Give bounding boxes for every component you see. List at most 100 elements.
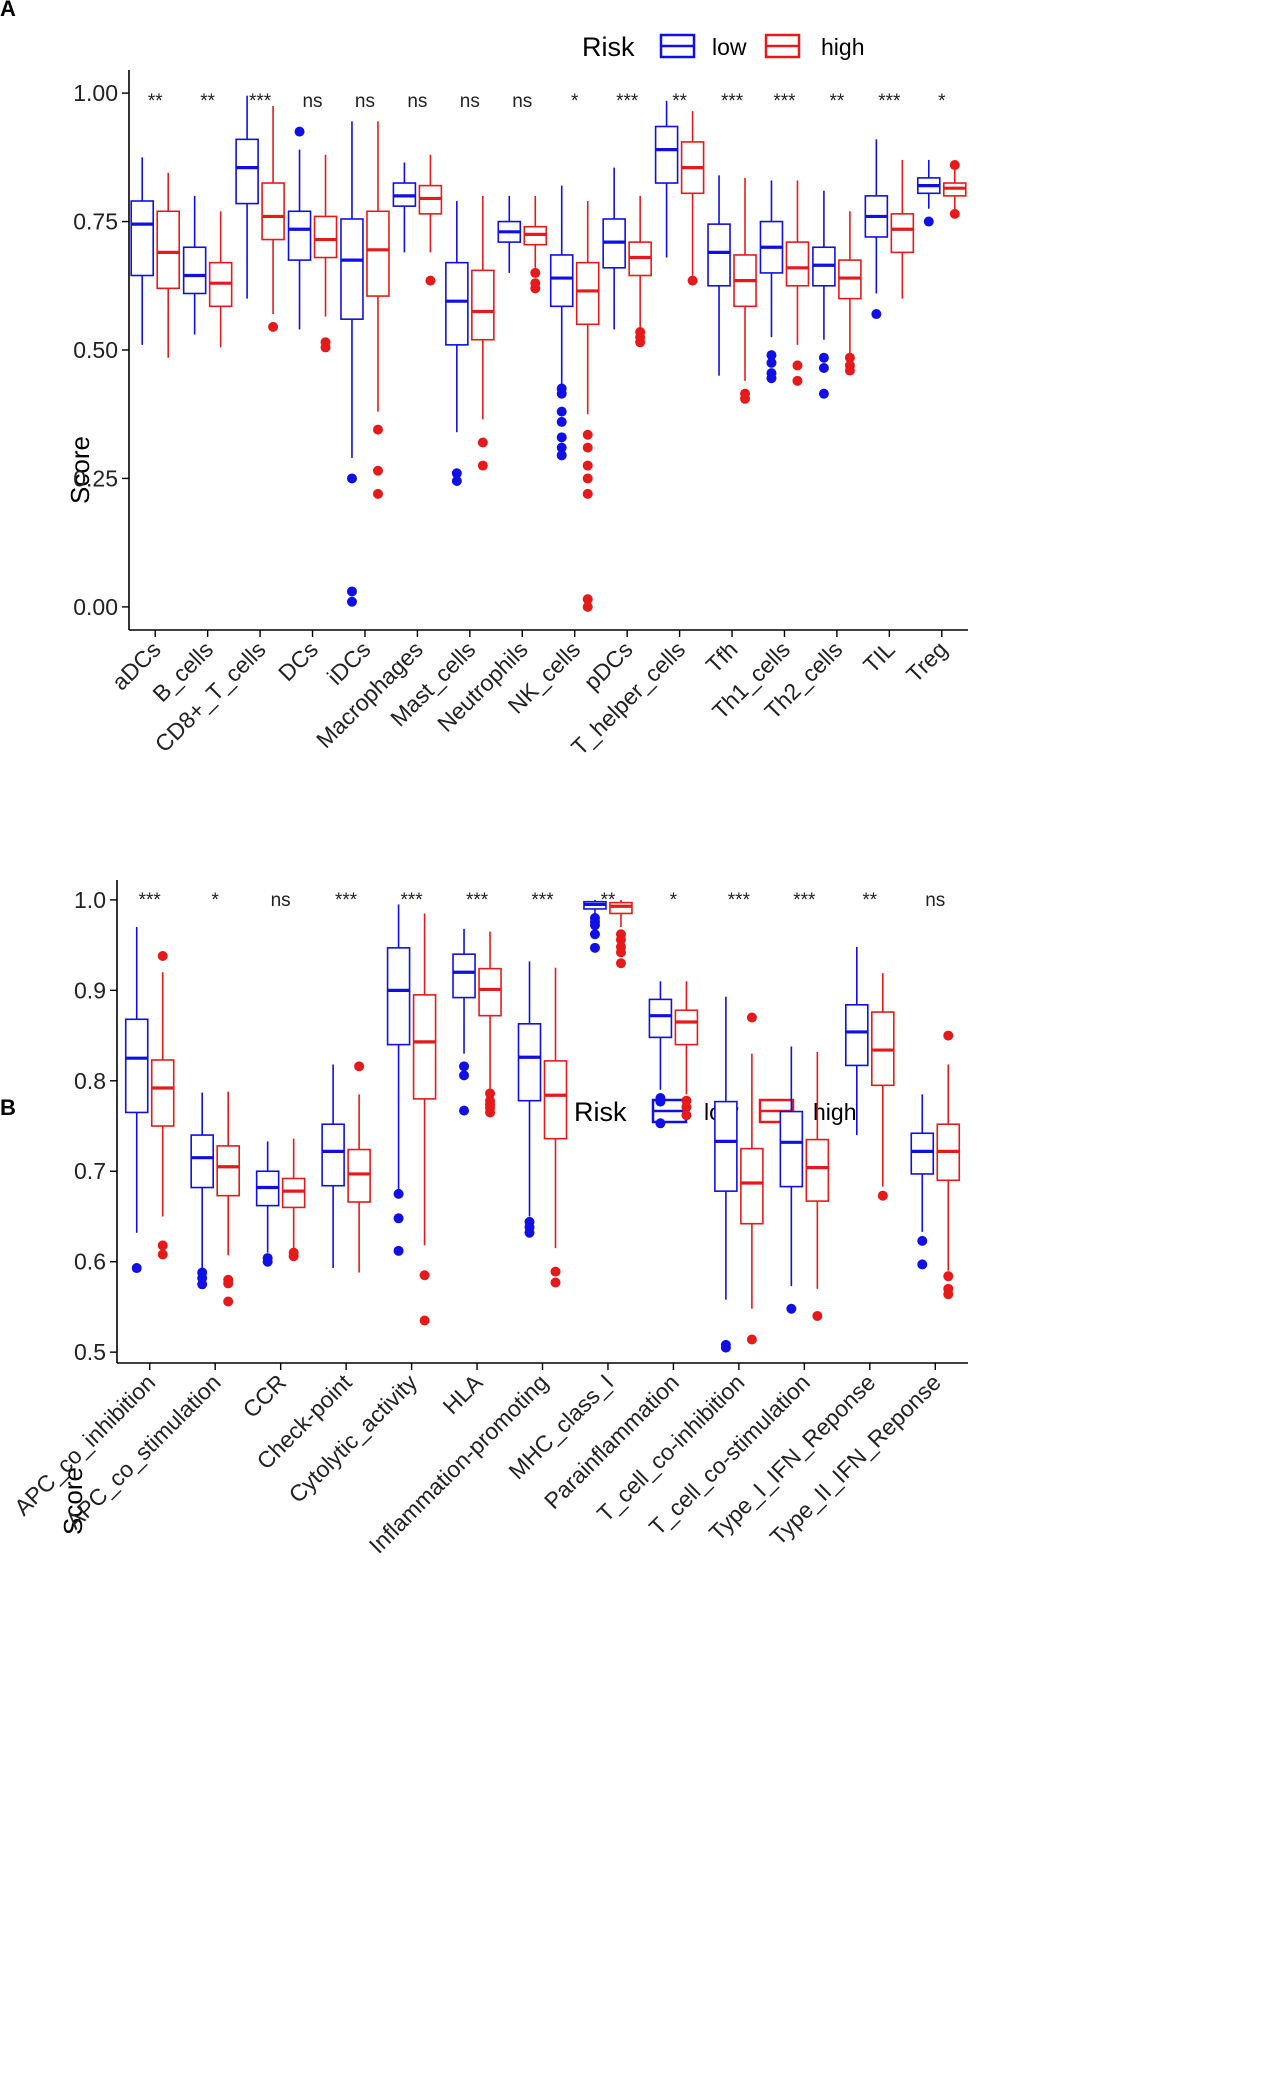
significance-label: *** <box>773 91 796 112</box>
outlier-high <box>844 352 855 363</box>
outlier-low <box>766 357 777 368</box>
box-low <box>845 1004 869 1067</box>
significance-label: ns <box>925 890 945 911</box>
outlier-low <box>923 216 934 227</box>
outlier-high <box>582 473 593 484</box>
box-high <box>150 1059 175 1127</box>
significance-label: *** <box>249 91 272 112</box>
outlier-high <box>485 1088 496 1099</box>
box-low <box>654 125 679 184</box>
box-low <box>190 1134 214 1189</box>
outlier-high <box>372 488 383 499</box>
box-high <box>281 1177 306 1209</box>
outlier-high <box>223 1278 234 1289</box>
outlier-low <box>818 352 829 363</box>
outlier-low <box>556 388 567 399</box>
box-high <box>156 210 181 290</box>
box-high <box>805 1138 830 1202</box>
outlier-high <box>582 460 593 471</box>
panel-a: A Risk low high Score 0.00 0.25 0.50 0.75 1.… <box>0 0 968 760</box>
outlier-high <box>949 208 960 219</box>
outlier-high <box>615 934 626 945</box>
outlier-high <box>223 1296 234 1307</box>
x-tick-label: TIL <box>858 636 900 678</box>
significance-label: ** <box>672 91 687 112</box>
legend-label-low: low <box>712 34 747 60</box>
outlier-high <box>582 429 593 440</box>
significance-label: *** <box>721 91 744 112</box>
y-tick-label: 1.00 <box>73 80 118 106</box>
outlier-high <box>943 1271 954 1282</box>
box-high <box>366 210 390 297</box>
plot-area: 0.50.60.70.80.91.0APC_co_inhibition***AP… <box>9 880 968 1558</box>
outlier-low <box>786 1303 797 1314</box>
outlier-high <box>582 594 593 605</box>
outlier-low <box>393 1245 404 1256</box>
box-low <box>340 218 364 320</box>
outlier-high <box>844 365 855 376</box>
significance-label: *** <box>878 91 901 112</box>
outlier-low <box>556 416 567 427</box>
box-high <box>609 901 633 915</box>
outlier-high <box>812 1310 823 1321</box>
legend-title: Risk <box>582 32 635 62</box>
outlier-high <box>615 958 626 969</box>
significance-label: ns <box>302 91 322 112</box>
outlier-high <box>268 321 279 332</box>
outlier-high <box>477 460 488 471</box>
significance-label: ns <box>407 91 427 112</box>
significance-label: ns <box>460 91 480 112</box>
box-high <box>471 269 495 341</box>
panel-label: A <box>0 0 16 21</box>
significance-label: *** <box>139 890 162 911</box>
outlier-low <box>459 1070 470 1081</box>
box-high <box>674 1009 699 1046</box>
outlier-high <box>419 1270 430 1281</box>
outlier-high <box>949 160 960 171</box>
outlier-low <box>818 362 829 373</box>
outlier-high <box>687 275 698 286</box>
outlier-low <box>393 1213 404 1224</box>
y-tick-label: 0.25 <box>73 465 118 491</box>
outlier-high <box>943 1030 954 1041</box>
significance-label: ns <box>355 91 375 112</box>
y-tick-label: 0.5 <box>74 1339 106 1365</box>
outlier-low <box>766 373 777 384</box>
outlier-high <box>615 947 626 958</box>
outlier-high <box>792 360 803 371</box>
outlier-high <box>320 342 331 353</box>
y-tick-label: 0.6 <box>74 1249 106 1275</box>
box-low <box>714 1100 738 1192</box>
significance-label: ns <box>271 890 291 911</box>
legend-title: Risk <box>574 1097 627 1127</box>
box-high <box>890 213 915 254</box>
significance-label: *** <box>728 890 751 911</box>
panel-b: B Risk low high Score 0.50.60.70.80.91.0… <box>0 880 968 1558</box>
outlier-high <box>582 488 593 499</box>
y-tick-label: 1.0 <box>74 887 106 913</box>
box-low <box>517 1023 542 1102</box>
x-tick-label: Treg <box>901 636 952 687</box>
y-tick-label: 0.00 <box>73 594 118 620</box>
outlier-low <box>556 432 567 443</box>
box-high <box>347 1148 371 1203</box>
significance-label: * <box>211 890 219 911</box>
significance-label: *** <box>616 91 639 112</box>
outlier-low <box>294 126 305 137</box>
x-tick-label: Tfh <box>701 636 743 678</box>
legend: Risk low high <box>582 32 864 62</box>
y-tick-label: 0.50 <box>73 337 118 363</box>
box-high <box>216 1145 240 1197</box>
outlier-high <box>635 337 646 348</box>
outlier-high <box>550 1266 561 1277</box>
outlier-high <box>877 1190 888 1201</box>
outlier-high <box>157 1249 168 1260</box>
significance-label: ** <box>200 91 215 112</box>
box-low <box>321 1123 345 1187</box>
outlier-high <box>157 950 168 961</box>
outlier-high <box>530 267 541 278</box>
significance-label: ** <box>830 91 845 112</box>
y-tick-label: 0.9 <box>74 977 106 1003</box>
x-tick-label: CCR <box>238 1369 292 1423</box>
significance-label: *** <box>531 890 554 911</box>
